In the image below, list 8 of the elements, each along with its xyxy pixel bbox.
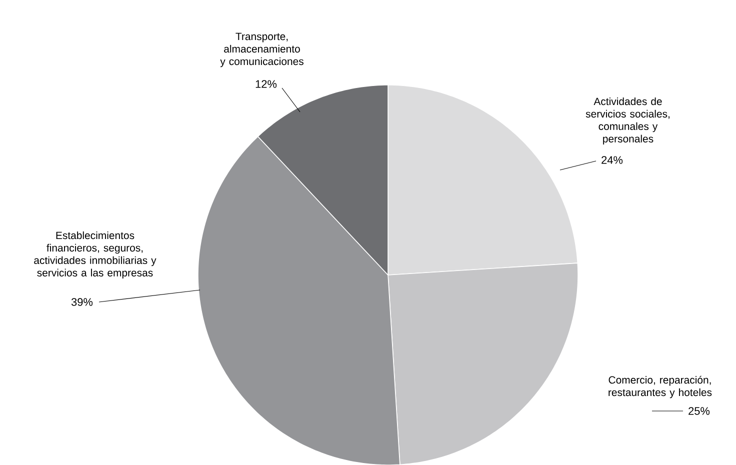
slice-label: Actividades de servicios sociales, comunales y personales [586, 97, 670, 144]
slice-label: Comercio, reparación, restaurantes y hoteles [608, 376, 712, 398]
data-label: 25% [688, 406, 710, 415]
slice-label: Transporte, almacenamiento y comunicaciones [220, 32, 304, 67]
data-label: 39% [71, 298, 93, 306]
data-label: 24% [602, 156, 623, 164]
slice-label: Establecimientos financieros, seguros, actividades inmobiliarias y servicios a las empresas [34, 231, 156, 278]
data-label: 12% [256, 80, 277, 88]
